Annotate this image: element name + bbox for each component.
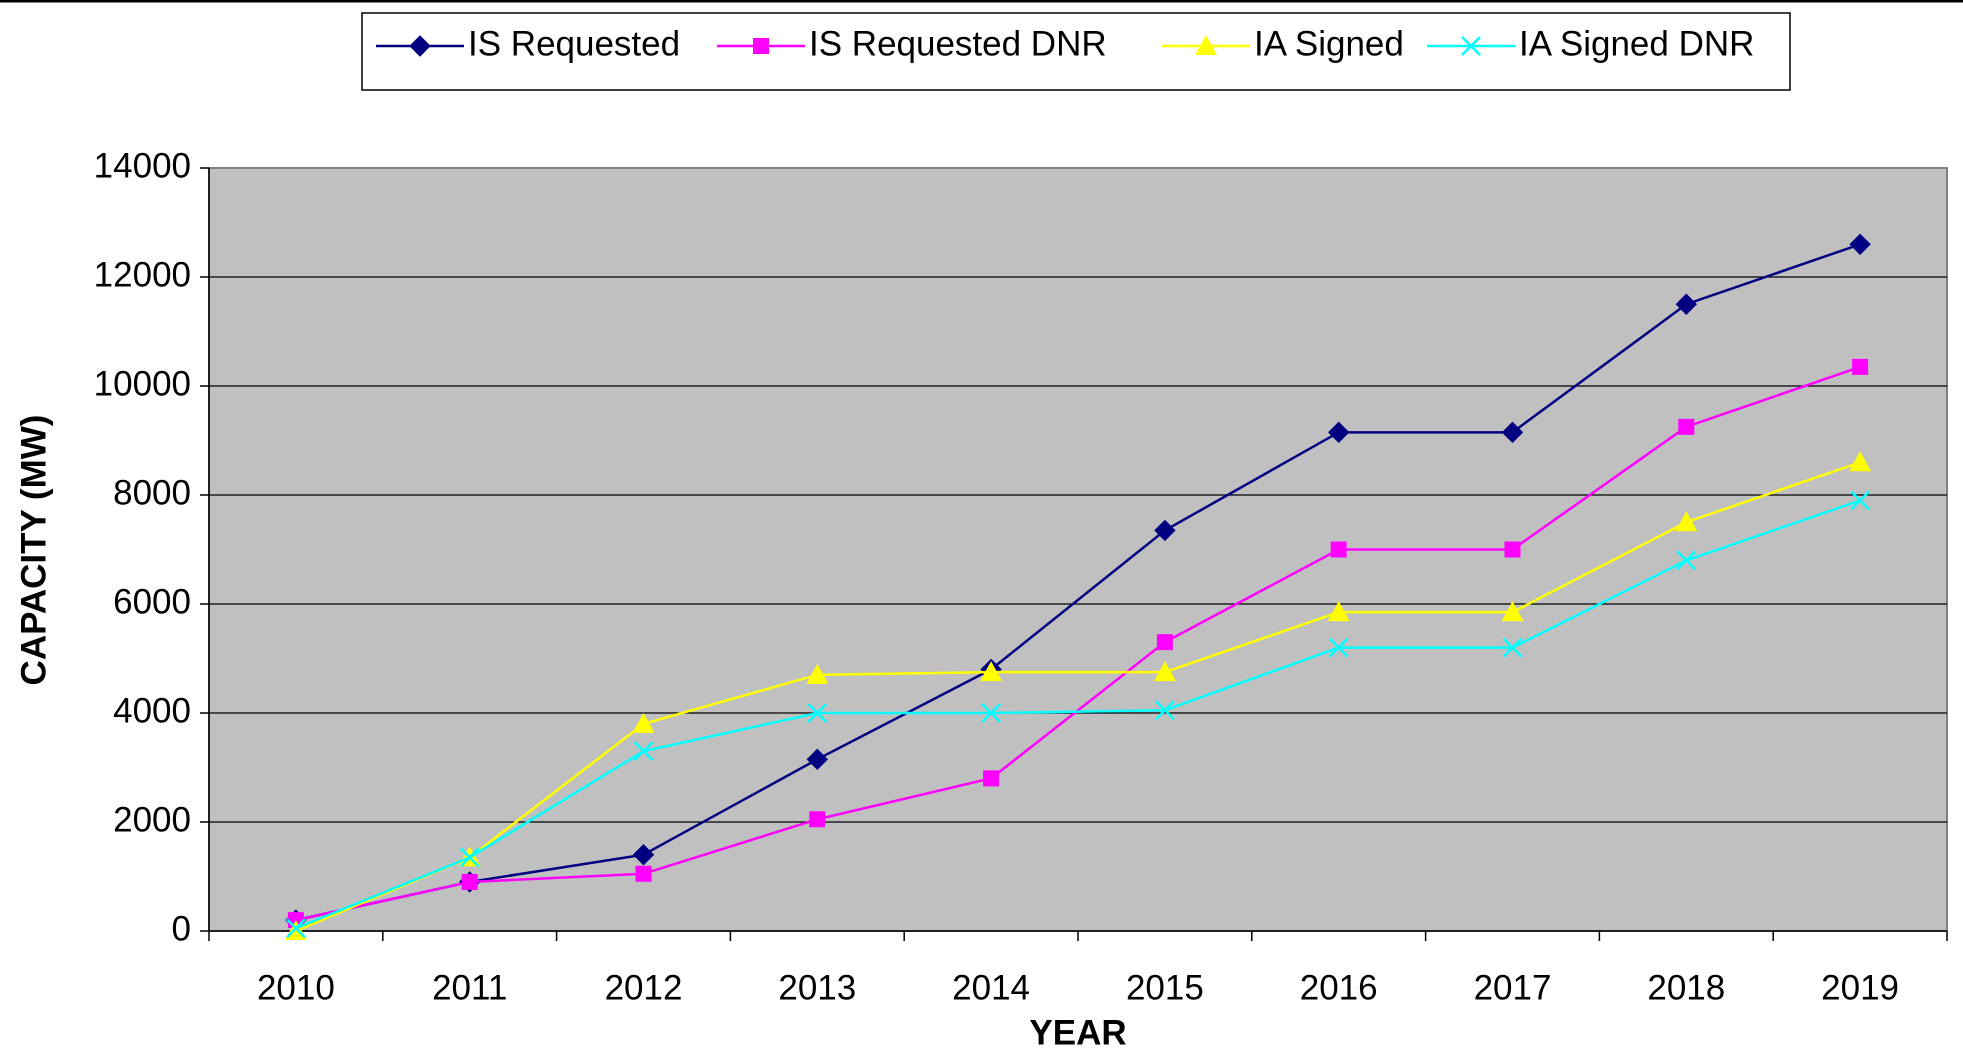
marker [461,873,478,890]
y-tick-label: 10000 [94,364,191,403]
marker [806,748,829,771]
marker [632,712,655,733]
marker [1675,293,1698,315]
legend-label: IA Signed [1254,24,1404,63]
y-tick-label: 8000 [113,473,191,512]
marker [1156,634,1173,651]
marker [1502,637,1523,658]
marker [1501,601,1524,622]
x-tick-label: 2010 [257,968,335,1007]
y-tick-label: 14000 [94,146,191,185]
marker [1461,36,1481,56]
y-tick-label: 6000 [113,582,191,621]
marker [807,703,828,723]
legend-label: IA Signed DNR [1519,24,1754,63]
x-tick-label: 2012 [605,968,683,1007]
marker [633,741,654,762]
marker [1328,637,1349,658]
marker [806,663,829,684]
marker [1849,451,1872,472]
x-tick-label: 2016 [1300,968,1378,1007]
legend-label: IS Requested DNR [809,24,1107,63]
marker [1327,421,1350,444]
plot-area [208,167,1948,932]
y-axis-title: CAPACITY (MW) [14,415,53,686]
y-tick-label: 0 [172,909,191,948]
x-tick-label: 2015 [1126,968,1204,1007]
marker [409,35,431,57]
marker [1195,35,1217,55]
marker [1327,601,1350,622]
marker [753,38,769,54]
marker [632,843,655,866]
x-axis-title: YEAR [1029,1013,1126,1051]
marker [1849,233,1871,256]
marker [286,918,306,939]
marker [1678,418,1695,435]
marker [983,770,1000,787]
series-line [295,365,1861,922]
marker [1504,541,1521,558]
x-tick-label: 2017 [1474,968,1552,1007]
marker [1153,661,1176,682]
series-line [295,461,1861,933]
marker [1155,700,1175,721]
marker [459,847,480,868]
marker [980,661,1003,682]
marker [1676,550,1697,571]
marker [1330,541,1347,558]
legend-label: IS Requested [468,24,680,63]
x-tick-label: 2011 [432,968,507,1007]
series-line [295,243,1861,922]
marker [1154,519,1176,542]
y-tick-label: 4000 [113,691,191,730]
series-line [295,499,1861,930]
x-tick-label: 2019 [1821,968,1899,1007]
marker [1501,421,1524,444]
x-tick-label: 2013 [778,968,856,1007]
x-tick-label: 2018 [1647,968,1725,1007]
marker [1852,358,1869,375]
marker [981,703,1001,723]
marker [1675,511,1698,532]
marker [1850,490,1870,511]
marker [809,811,826,828]
legend-box [361,12,1791,91]
y-tick-label: 12000 [94,255,191,294]
x-tick-label: 2014 [952,968,1030,1007]
y-tick-label: 2000 [113,800,191,839]
marker [635,865,652,882]
